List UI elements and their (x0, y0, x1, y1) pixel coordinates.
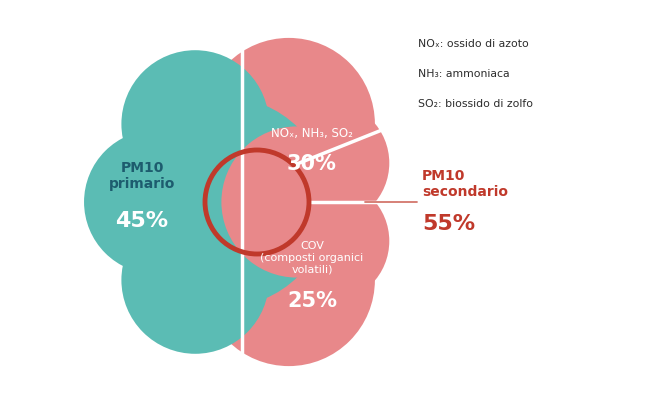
Text: 45%: 45% (116, 211, 169, 230)
Text: SO₂: biossido di zolfo: SO₂: biossido di zolfo (418, 99, 533, 109)
Circle shape (203, 39, 375, 211)
Circle shape (203, 194, 375, 366)
Circle shape (266, 102, 390, 225)
Text: 30%: 30% (287, 153, 337, 174)
Circle shape (221, 127, 373, 278)
Circle shape (158, 108, 346, 297)
Text: NH₃: ammoniaca: NH₃: ammoniaca (418, 69, 510, 79)
Text: PM10
primario: PM10 primario (109, 160, 175, 191)
Circle shape (119, 98, 329, 307)
Text: 25%: 25% (287, 290, 337, 310)
Circle shape (122, 207, 269, 354)
Text: NOₓ: ossido di azoto: NOₓ: ossido di azoto (418, 39, 529, 49)
Text: PM10
secondario: PM10 secondario (422, 168, 508, 198)
Circle shape (84, 130, 229, 275)
Text: 55%: 55% (422, 213, 475, 233)
Text: NOₓ, NH₃, SO₂: NOₓ, NH₃, SO₂ (271, 127, 353, 140)
Circle shape (122, 51, 269, 198)
Circle shape (266, 180, 390, 303)
Text: COV
(composti organici
volatili): COV (composti organici volatili) (260, 241, 363, 274)
